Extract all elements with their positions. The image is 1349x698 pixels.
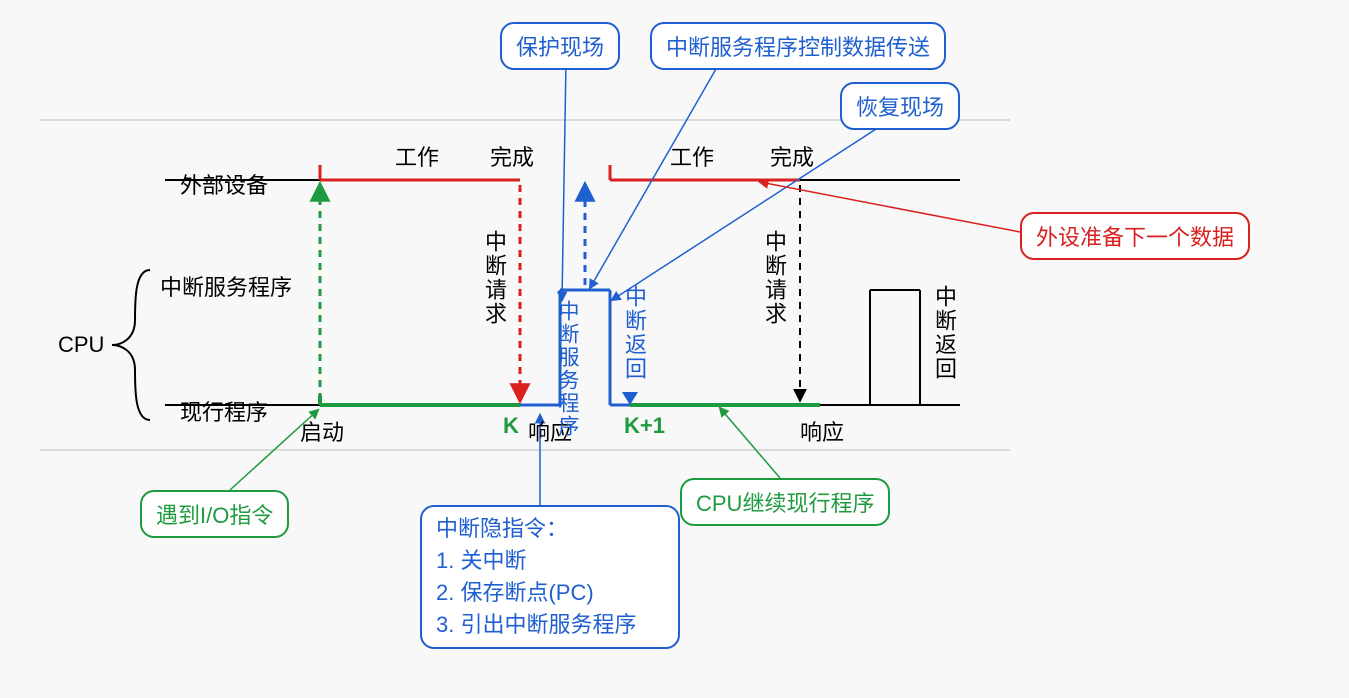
row-label-device: 外部设备 xyxy=(180,168,268,200)
callout-io-cmd: 遇到I/O指令 xyxy=(140,490,289,538)
callout-dev-next: 外设准备下一个数据 xyxy=(1020,212,1250,260)
startup-label: 启动 xyxy=(300,415,344,447)
complete-label-2: 完成 xyxy=(770,140,814,172)
callout-restore: 恢复现场 xyxy=(840,82,960,130)
implicit-title: 中断隐指令： xyxy=(436,513,664,545)
work-label-2: 工作 xyxy=(670,140,714,172)
row-label-isr: 中断服务程序 xyxy=(160,270,292,302)
isr-vert-label: 中断服务程序 xyxy=(552,300,582,438)
row-label-current: 现行程序 xyxy=(180,395,268,427)
work-label-1: 工作 xyxy=(395,140,439,172)
response-label-2: 响应 xyxy=(800,415,844,447)
callout-protect: 保护现场 xyxy=(500,22,620,70)
int-return-label-2: 中断返回 xyxy=(928,285,960,381)
implicit-item-3: 3. 引出中断服务程序 xyxy=(436,609,664,641)
k1-label: K+1 xyxy=(624,413,665,439)
int-request-label-2: 中断请求 xyxy=(758,230,790,326)
k-label: K xyxy=(503,413,519,439)
callout-isr-ctrl: 中断服务程序控制数据传送 xyxy=(650,22,946,70)
int-request-label-1: 中断请求 xyxy=(478,230,510,326)
callout-implicit: 中断隐指令： 1. 关中断 2. 保存断点(PC) 3. 引出中断服务程序 xyxy=(420,505,680,649)
cpu-label: CPU xyxy=(58,332,104,358)
implicit-item-1: 1. 关中断 xyxy=(436,545,664,577)
int-return-label-1: 中断返回 xyxy=(618,285,650,381)
callout-cpu-cont: CPU继续现行程序 xyxy=(680,478,890,526)
complete-label-1: 完成 xyxy=(490,140,534,172)
implicit-item-2: 2. 保存断点(PC) xyxy=(436,577,664,609)
